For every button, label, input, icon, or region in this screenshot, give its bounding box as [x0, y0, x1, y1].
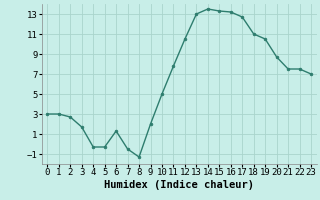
X-axis label: Humidex (Indice chaleur): Humidex (Indice chaleur) [104, 180, 254, 190]
